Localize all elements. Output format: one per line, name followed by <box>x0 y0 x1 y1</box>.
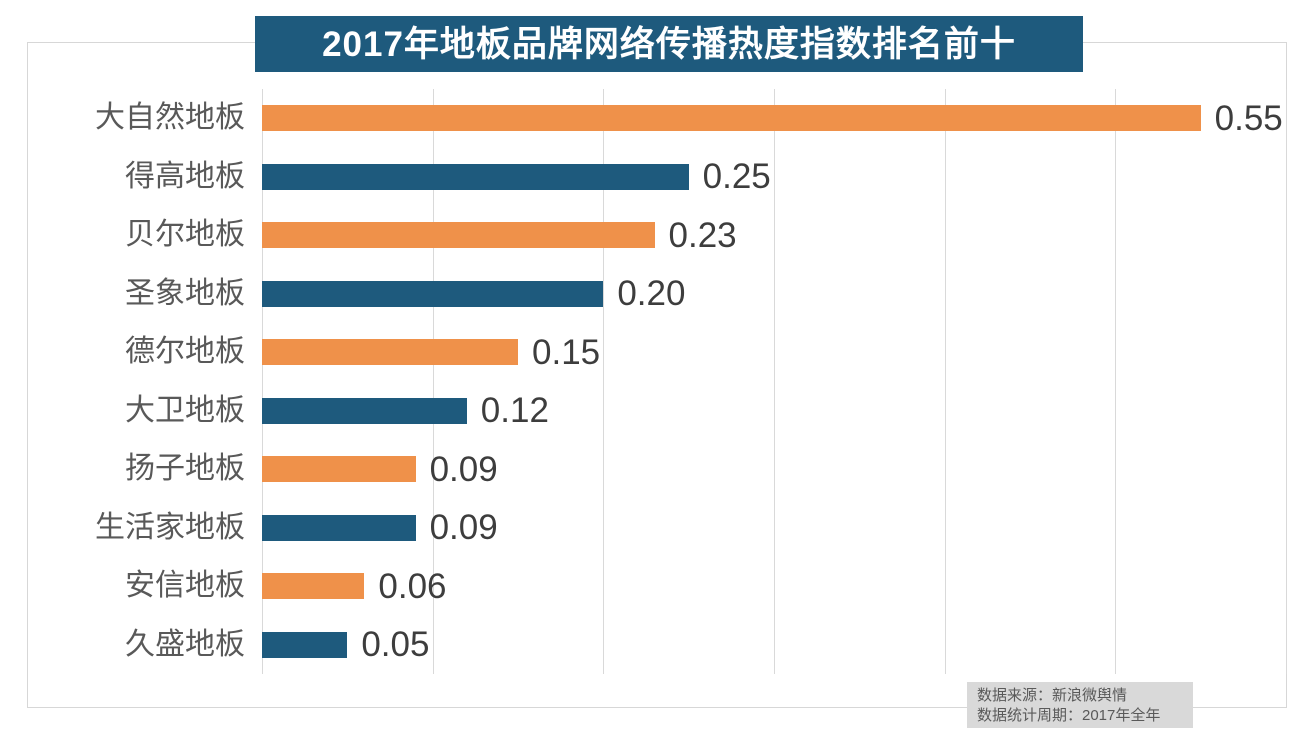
gridline <box>944 89 946 674</box>
bar <box>262 631 348 658</box>
value-label: 0.05 <box>361 625 430 665</box>
bar <box>262 456 416 483</box>
value-label: 0.55 <box>1214 98 1283 138</box>
bar <box>262 573 365 600</box>
value-label: 0.12 <box>480 391 549 431</box>
bar-row: 安信地板 0.06 <box>125 557 1286 616</box>
category-label: 安信地板 <box>125 569 245 603</box>
gridline <box>1115 89 1117 674</box>
bar <box>262 163 689 190</box>
bar-row: 生活家地板 0.09 <box>95 499 1286 558</box>
chart-title: 2017年地板品牌网络传播热度指数排名前十 <box>255 16 1083 72</box>
bar <box>262 222 655 249</box>
bar-row: 大卫地板 0.12 <box>125 382 1286 441</box>
value-label: 0.23 <box>668 215 737 255</box>
bar-row: 德尔地板 0.15 <box>125 323 1286 382</box>
bar-row: 贝尔地板 0.23 <box>125 206 1286 265</box>
source-note: 数据来源：新浪微舆情 数据统计周期：2017年全年 <box>967 682 1193 728</box>
bar <box>262 397 467 424</box>
gridline <box>432 89 434 674</box>
category-label: 圣象地板 <box>125 276 245 310</box>
bar <box>262 105 1201 132</box>
category-label: 久盛地板 <box>125 627 245 661</box>
bar-row: 大自然地板 0.55 <box>95 89 1286 148</box>
category-label: 扬子地板 <box>125 452 245 486</box>
bar <box>262 514 416 541</box>
value-label: 0.09 <box>429 508 498 548</box>
bar-row: 圣象地板 0.20 <box>125 265 1286 324</box>
source-period-line: 数据统计周期：2017年全年 <box>977 707 1161 724</box>
bar-row: 久盛地板 0.05 <box>125 616 1286 675</box>
category-label: 得高地板 <box>125 159 245 193</box>
gridline <box>774 89 775 674</box>
gridline <box>1286 89 1287 674</box>
plot-area: 大自然地板 0.55 得高地板 0.25 贝尔地板 0.23 圣象地板 0.20 德尔地板 0.1… <box>95 89 1287 675</box>
bar <box>262 280 604 307</box>
value-label: 0.15 <box>532 332 601 372</box>
category-label: 生活家地板 <box>95 510 245 544</box>
category-label: 贝尔地板 <box>125 218 245 252</box>
bar-row: 扬子地板 0.09 <box>125 440 1286 499</box>
value-label: 0.25 <box>702 157 771 197</box>
source-line: 数据来源：新浪微舆情 <box>977 687 1128 704</box>
value-label: 0.09 <box>429 449 498 489</box>
value-label: 0.20 <box>617 274 686 314</box>
bar-row: 得高地板 0.25 <box>125 148 1286 207</box>
category-label: 大自然地板 <box>95 101 245 135</box>
category-label: 大卫地板 <box>125 393 245 427</box>
value-label: 0.06 <box>378 566 447 606</box>
gridline <box>603 89 605 674</box>
gridline <box>262 89 263 674</box>
category-label: 德尔地板 <box>125 335 245 369</box>
bar <box>262 339 518 366</box>
